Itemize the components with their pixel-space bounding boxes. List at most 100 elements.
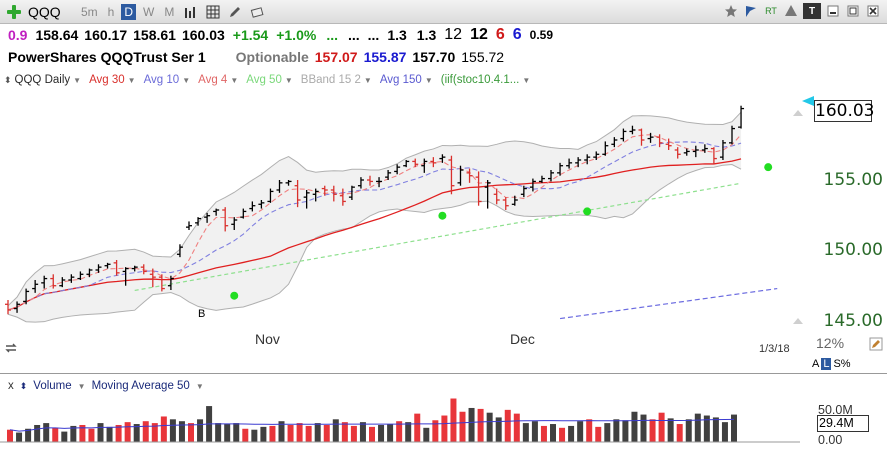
volume-bar xyxy=(595,426,602,442)
price-bar xyxy=(222,207,229,232)
dropdown-icon[interactable]: ▼ xyxy=(73,76,82,85)
dropdown-icon[interactable]: ▼ xyxy=(230,76,239,85)
volume-bar xyxy=(350,425,357,442)
dropdown-icon[interactable]: ▼ xyxy=(284,76,293,85)
edit-pencil-icon[interactable] xyxy=(868,336,884,352)
scale-a[interactable]: A xyxy=(812,358,820,370)
price-bar xyxy=(285,180,292,186)
price-bar xyxy=(23,288,30,305)
legend-item[interactable]: (iif(stoc10.4.1... ▼ xyxy=(441,74,531,86)
volume-close-button[interactable]: x xyxy=(8,380,14,392)
toolbar: QQQ 5m h D W M RT xyxy=(0,0,887,24)
volume-bar xyxy=(242,428,249,442)
volume-bar xyxy=(178,421,185,442)
toolbar-right: RT T xyxy=(723,3,881,19)
dropdown-icon[interactable]: ▼ xyxy=(127,76,136,85)
minimize-icon[interactable] xyxy=(825,3,841,19)
realtime-label[interactable]: RT xyxy=(765,6,777,16)
price-bar xyxy=(104,262,111,269)
price-bar xyxy=(656,134,663,148)
add-symbol-icon[interactable] xyxy=(6,4,22,20)
draw-pencil-icon[interactable] xyxy=(227,4,243,20)
price-bar xyxy=(511,195,518,206)
price-chart[interactable] xyxy=(0,90,887,373)
quote-small-change: 0.9 xyxy=(8,27,28,43)
avg150-line xyxy=(559,287,778,320)
period-month[interactable]: M xyxy=(164,4,175,19)
panel-divider[interactable] xyxy=(0,373,887,374)
period-week[interactable]: W xyxy=(143,4,155,19)
volume-bar xyxy=(188,423,194,442)
bollinger-fill xyxy=(8,112,742,323)
legend-item[interactable]: Avg 50 ▼ xyxy=(246,74,293,86)
price-bar xyxy=(131,265,138,272)
dropdown-icon[interactable]: ▼ xyxy=(522,76,531,85)
legend-item[interactable]: Avg 10 ▼ xyxy=(144,74,191,86)
symbol-input[interactable]: QQQ xyxy=(28,3,61,20)
legend-item[interactable]: Avg 30 ▼ xyxy=(89,74,136,86)
volume-updown-icon[interactable]: ⬍ xyxy=(19,380,28,391)
bollinger-upper xyxy=(7,111,742,307)
dropdown-icon[interactable]: ▼ xyxy=(363,76,372,85)
volume-chart[interactable] xyxy=(0,390,887,450)
price-bar xyxy=(276,180,283,193)
scale-pct[interactable]: S% xyxy=(833,358,851,370)
alert-icon[interactable] xyxy=(783,3,799,19)
bar-chart-icon[interactable] xyxy=(183,4,199,20)
price-bar xyxy=(231,217,238,230)
price-bar xyxy=(267,188,274,203)
company-p3: 157.70 xyxy=(412,49,456,65)
price-bar xyxy=(68,274,75,283)
dropdown-icon[interactable]: ▼ xyxy=(182,76,191,85)
volume-label[interactable]: Volume xyxy=(33,380,72,392)
quote-v1: 1.3 xyxy=(387,27,407,43)
price-bar xyxy=(557,162,564,176)
volume-bar xyxy=(640,414,647,442)
text-tool-icon[interactable]: T xyxy=(803,3,821,19)
volume-dropdown-icon[interactable]: ▼ xyxy=(77,381,86,391)
signal-dot xyxy=(583,207,592,216)
price-bar xyxy=(412,158,419,168)
price-bar xyxy=(95,264,102,273)
volume-bar xyxy=(685,419,692,442)
legend-item[interactable]: QQQ Daily ▼ xyxy=(15,74,82,86)
refresh-icon[interactable] xyxy=(4,342,18,357)
period-5m[interactable]: 5m xyxy=(81,4,98,19)
volume-bar xyxy=(323,424,330,442)
avg50-line xyxy=(134,182,742,292)
star-icon[interactable] xyxy=(723,3,739,19)
dropdown-icon[interactable]: ▼ xyxy=(424,76,433,85)
scale-log[interactable]: L xyxy=(821,358,832,370)
price-bar xyxy=(59,277,66,288)
volume-bar xyxy=(332,419,339,442)
flag-icon[interactable] xyxy=(743,3,759,19)
close-icon[interactable] xyxy=(865,3,881,19)
period-hour[interactable]: h xyxy=(107,4,115,19)
period-day[interactable]: D xyxy=(121,3,137,20)
legend-item[interactable]: Avg 150 ▼ xyxy=(380,74,433,86)
volume-bar xyxy=(124,422,131,442)
price-bar xyxy=(602,141,609,156)
indicator-legend: ⬍ QQQ Daily ▼ Avg 30 ▼ Avg 10 ▼ Avg 4 ▼ Avg 50 ▼ BB… xyxy=(4,71,538,89)
volume-bar xyxy=(314,423,321,442)
price-bar xyxy=(158,274,165,292)
volume-bar xyxy=(649,419,656,442)
price-bar xyxy=(249,201,256,212)
volume-bar xyxy=(513,413,520,442)
scale-mode-toggle: A L S% xyxy=(812,358,851,370)
volume-ma-dropdown-icon[interactable]: ▼ xyxy=(195,381,204,391)
price-bar xyxy=(448,155,455,195)
legend-arrows-icon[interactable]: ⬍ xyxy=(4,74,12,85)
quote-change-pct: +1.0% xyxy=(276,27,317,43)
volume-bar xyxy=(25,428,32,442)
price-bar xyxy=(692,145,699,158)
volume-bar xyxy=(477,408,484,442)
grid-icon[interactable] xyxy=(205,4,221,20)
legend-item[interactable]: BBand 15 2 ▼ xyxy=(301,74,372,86)
price-bar xyxy=(611,137,618,148)
volume-ma-label[interactable]: Moving Average 50 xyxy=(91,380,190,392)
legend-item[interactable]: Avg 4 ▼ xyxy=(198,74,238,86)
eraser-icon[interactable] xyxy=(249,4,265,20)
price-bar xyxy=(538,175,545,183)
restore-icon[interactable] xyxy=(845,3,861,19)
